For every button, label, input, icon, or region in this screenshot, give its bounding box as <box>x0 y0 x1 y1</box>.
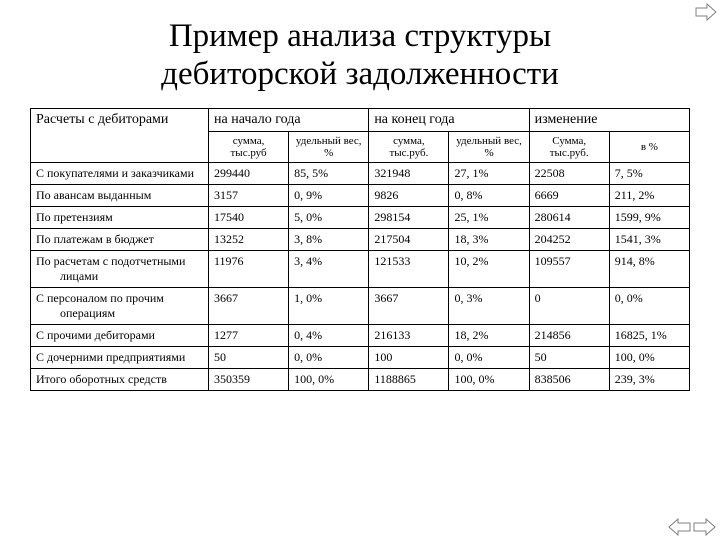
cell-value: 3667 <box>369 287 449 324</box>
arrow-left-icon <box>669 519 690 535</box>
cell-value: 18, 3% <box>449 228 529 250</box>
cell-value: 1541, 3% <box>609 228 689 250</box>
cell-value: 100, 0% <box>449 368 529 390</box>
cell-value: 100, 0% <box>289 368 369 390</box>
table-row: Итого оборотных средств 350359 100, 0% 1… <box>31 368 690 390</box>
cell-value: 0, 0% <box>609 287 689 324</box>
hdr-start-pct: удельный вес, % <box>289 131 369 162</box>
nav-arrows <box>668 518 716 536</box>
debtors-table: Расчеты с дебиторами на начало года на к… <box>30 108 690 391</box>
cell-value: 0, 3% <box>449 287 529 324</box>
cell-value: 27, 1% <box>449 162 529 184</box>
cell-value: 0, 9% <box>289 184 369 206</box>
cell-label: С персоналом по прочимоперациям <box>31 287 209 324</box>
title-line-2: дебиторской задолженности <box>161 56 559 92</box>
header-label: Расчеты с дебиторами <box>31 108 209 162</box>
cell-value: 7, 5% <box>609 162 689 184</box>
cell-value: 3, 8% <box>289 228 369 250</box>
label-main: По расчетам с подотчетными <box>36 254 185 268</box>
table-row: По претензиям 17540 5, 0% 298154 25, 1% … <box>31 206 690 228</box>
cell-value: 10, 2% <box>449 250 529 287</box>
cell-value: 239, 3% <box>609 368 689 390</box>
arrow-right-icon <box>694 519 715 535</box>
cell-value: 11976 <box>209 250 289 287</box>
cell-value: 3157 <box>209 184 289 206</box>
cell-value: 3667 <box>209 287 289 324</box>
cell-value: 214856 <box>529 324 609 346</box>
cell-value: 100 <box>369 346 449 368</box>
cell-value: 0, 8% <box>449 184 529 206</box>
cell-label: По платежам в бюджет <box>31 228 209 250</box>
cell-value: 22508 <box>529 162 609 184</box>
cell-value: 1188865 <box>369 368 449 390</box>
table-row: С прочими дебиторами 1277 0, 4% 216133 1… <box>31 324 690 346</box>
cell-label: По авансам выданным <box>31 184 209 206</box>
cell-value: 216133 <box>369 324 449 346</box>
header-end: на конец года <box>369 108 529 131</box>
cell-value: 280614 <box>529 206 609 228</box>
cell-value: 217504 <box>369 228 449 250</box>
cell-label: С дочерними предприятиями <box>31 346 209 368</box>
slide-title: Пример анализа структуры дебиторской зад… <box>30 18 690 94</box>
label-cont: операциям <box>36 306 203 321</box>
table-row: С покупателями и заказчиками 299440 85, … <box>31 162 690 184</box>
cell-value: 1277 <box>209 324 289 346</box>
cell-value: 85, 5% <box>289 162 369 184</box>
cell-label: Итого оборотных средств <box>31 368 209 390</box>
hdr-start-sum: сумма, тыс.руб <box>209 131 289 162</box>
table-row: По авансам выданным 3157 0, 9% 9826 0, 8… <box>31 184 690 206</box>
header-start: на начало года <box>209 108 369 131</box>
hdr-change-pct: в % <box>609 131 689 162</box>
cell-value: 211, 2% <box>609 184 689 206</box>
hdr-end-sum: сумма, тыс.руб. <box>369 131 449 162</box>
header-row-1: Расчеты с дебиторами на начало года на к… <box>31 108 690 131</box>
cell-value: 298154 <box>369 206 449 228</box>
cell-value: 100, 0% <box>609 346 689 368</box>
cell-value: 9826 <box>369 184 449 206</box>
cell-label: С прочими дебиторами <box>31 324 209 346</box>
cell-value: 350359 <box>209 368 289 390</box>
hdr-change-sum: Сумма, тыс.руб. <box>529 131 609 162</box>
cell-value: 5, 0% <box>289 206 369 228</box>
cell-value: 25, 1% <box>449 206 529 228</box>
cell-value: 838506 <box>529 368 609 390</box>
header-change: изменение <box>529 108 689 131</box>
cell-value: 0, 0% <box>289 346 369 368</box>
cell-value: 1599, 9% <box>609 206 689 228</box>
cell-value: 16825, 1% <box>609 324 689 346</box>
cell-label: По расчетам с подотчетнымилицами <box>31 250 209 287</box>
label-cont: лицами <box>36 269 203 284</box>
table-row: По платежам в бюджет 13252 3, 8% 217504 … <box>31 228 690 250</box>
cell-value: 121533 <box>369 250 449 287</box>
cell-value: 109557 <box>529 250 609 287</box>
cell-value: 13252 <box>209 228 289 250</box>
cell-value: 204252 <box>529 228 609 250</box>
table-row: По расчетам с подотчетнымилицами 11976 3… <box>31 250 690 287</box>
cell-value: 0, 0% <box>449 346 529 368</box>
cell-value: 321948 <box>369 162 449 184</box>
cell-value: 3, 4% <box>289 250 369 287</box>
cell-value: 1, 0% <box>289 287 369 324</box>
hdr-end-pct: удельный вес, % <box>449 131 529 162</box>
cell-value: 6669 <box>529 184 609 206</box>
table-row: С дочерними предприятиями 50 0, 0% 100 0… <box>31 346 690 368</box>
table-row: С персоналом по прочимоперациям 3667 1, … <box>31 287 690 324</box>
cell-value: 299440 <box>209 162 289 184</box>
cell-value: 0, 4% <box>289 324 369 346</box>
cell-value: 50 <box>529 346 609 368</box>
cell-value: 0 <box>529 287 609 324</box>
title-line-1: Пример анализа структуры <box>169 18 551 54</box>
cell-label: По претензиям <box>31 206 209 228</box>
cell-value: 914, 8% <box>609 250 689 287</box>
cell-label: С покупателями и заказчиками <box>31 162 209 184</box>
cell-value: 50 <box>209 346 289 368</box>
slide-corner-icon <box>695 3 717 26</box>
label-main: С персоналом по прочим <box>36 291 164 305</box>
cell-value: 18, 2% <box>449 324 529 346</box>
cell-value: 17540 <box>209 206 289 228</box>
